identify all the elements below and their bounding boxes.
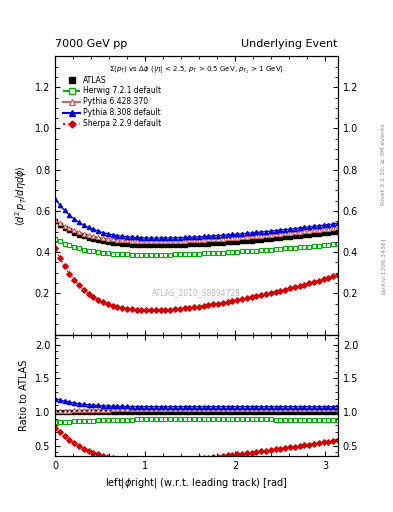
Text: Underlying Event: Underlying Event	[241, 38, 338, 49]
Legend: ATLAS, Herwig 7.2.1 default, Pythia 6.428 370, Pythia 8.308 default, Sherpa 2.2.: ATLAS, Herwig 7.2.1 default, Pythia 6.42…	[62, 74, 163, 130]
Text: Rivet 3.1.10, ≥ 3M events: Rivet 3.1.10, ≥ 3M events	[381, 123, 386, 205]
Y-axis label: $\langle d^2\,p_T/d\eta d\phi\rangle$: $\langle d^2\,p_T/d\eta d\phi\rangle$	[13, 165, 29, 226]
X-axis label: left$|\phi$right$|$ (w.r.t. leading track) [rad]: left$|\phi$right$|$ (w.r.t. leading trac…	[105, 476, 288, 490]
Text: ATLAS_2010_S8894728: ATLAS_2010_S8894728	[152, 288, 241, 297]
Text: $\Sigma(p_T)$ vs $\Delta\phi$ ($|\eta|$ < 2.5, $p_T$ > 0.5 GeV, $p_{T_1}$ > 1 Ge: $\Sigma(p_T)$ vs $\Delta\phi$ ($|\eta|$ …	[109, 65, 284, 76]
Text: 7000 GeV pp: 7000 GeV pp	[55, 38, 127, 49]
Y-axis label: Ratio to ATLAS: Ratio to ATLAS	[19, 359, 29, 431]
Text: [arXiv:1306.3436]: [arXiv:1306.3436]	[381, 238, 386, 294]
